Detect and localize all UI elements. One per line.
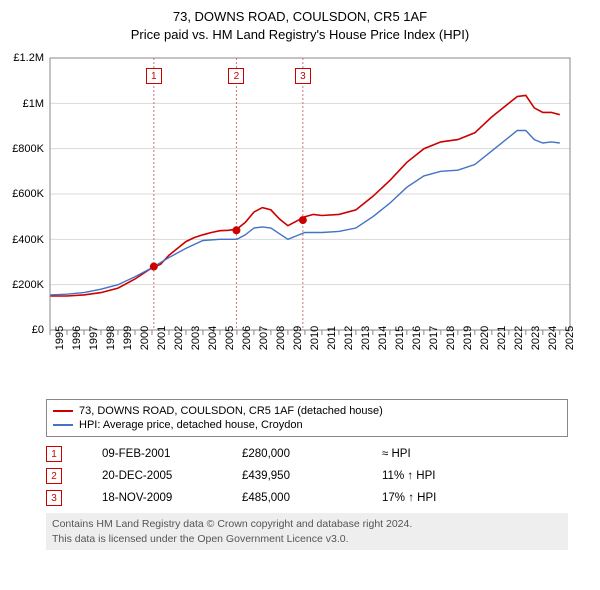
x-tick-label: 2002	[173, 326, 185, 350]
title-line1: 73, DOWNS ROAD, COULSDON, CR5 1AF	[8, 8, 592, 26]
x-tick-label: 2011	[326, 327, 338, 351]
x-tick-label: 2008	[275, 326, 287, 350]
y-tick-label: £400K	[8, 234, 44, 246]
transaction-date: 18-NOV-2009	[102, 492, 242, 504]
transaction-row: 3 18-NOV-2009£485,00017% ↑ HPI	[46, 487, 568, 509]
legend-row: 73, DOWNS ROAD, COULSDON, CR5 1AF (detac…	[53, 404, 561, 418]
transaction-price: £280,000	[242, 448, 382, 460]
y-tick-label: £0	[8, 324, 44, 336]
x-tick-label: 2020	[479, 326, 491, 350]
legend-label: HPI: Average price, detached house, Croy…	[79, 419, 303, 431]
marker-callout: 1	[146, 68, 162, 84]
y-tick-label: £800K	[8, 143, 44, 155]
transaction-note: 11% ↑ HPI	[382, 470, 435, 482]
marker-callout: 3	[295, 68, 311, 84]
x-tick-label: 2022	[513, 326, 525, 350]
title-line2: Price paid vs. HM Land Registry's House …	[8, 26, 592, 44]
footer-note: Contains HM Land Registry data © Crown c…	[46, 513, 568, 549]
transaction-date: 20-DEC-2005	[102, 470, 242, 482]
y-tick-label: £200K	[8, 279, 44, 291]
x-tick-label: 1997	[88, 326, 100, 350]
legend-swatch	[53, 424, 73, 426]
x-tick-label: 2010	[309, 326, 321, 350]
chart-title: 73, DOWNS ROAD, COULSDON, CR5 1AF Price …	[8, 8, 592, 44]
x-tick-label: 2006	[241, 326, 253, 350]
x-tick-label: 2014	[377, 326, 389, 350]
legend-row: HPI: Average price, detached house, Croy…	[53, 418, 561, 432]
legend-swatch	[53, 410, 73, 412]
x-tick-label: 2013	[360, 326, 372, 350]
x-tick-label: 2018	[445, 326, 457, 350]
x-tick-label: 2025	[564, 326, 576, 350]
transaction-note: ≈ HPI	[382, 448, 411, 460]
x-tick-label: 1998	[105, 326, 117, 350]
transaction-table: 1 09-FEB-2001£280,000≈ HPI 2 20-DEC-2005£43…	[46, 443, 568, 509]
x-tick-label: 2005	[224, 326, 236, 350]
x-tick-label: 2007	[258, 326, 270, 350]
x-tick-label: 2016	[411, 326, 423, 350]
x-tick-label: 2003	[190, 326, 202, 350]
y-tick-label: £1M	[8, 98, 44, 110]
transaction-price: £439,950	[242, 470, 382, 482]
chart-area: £0 £200K £400K £600K £800K £1M £1.2M 1995 1996 19…	[8, 48, 578, 393]
transaction-marker: 3	[46, 490, 62, 506]
transaction-row: 2 20-DEC-2005£439,95011% ↑ HPI	[46, 465, 568, 487]
x-tick-label: 2021	[496, 326, 508, 350]
x-tick-label: 2012	[343, 326, 355, 350]
x-tick-label: 2009	[292, 326, 304, 350]
transaction-note: 17% ↑ HPI	[382, 492, 436, 504]
x-tick-label: 2000	[139, 326, 151, 350]
x-tick-label: 2001	[156, 326, 168, 350]
x-tick-label: 1999	[122, 326, 134, 350]
x-tick-label: 2023	[530, 326, 542, 350]
legend-label: 73, DOWNS ROAD, COULSDON, CR5 1AF (detac…	[79, 405, 383, 417]
x-tick-label: 2019	[462, 326, 474, 350]
legend: 73, DOWNS ROAD, COULSDON, CR5 1AF (detac…	[46, 399, 568, 437]
x-tick-label: 2004	[207, 326, 219, 350]
x-tick-label: 2015	[394, 326, 406, 350]
transaction-marker: 1	[46, 446, 62, 462]
y-tick-label: £1.2M	[8, 52, 44, 64]
x-tick-label: 2024	[547, 326, 559, 350]
marker-callout: 2	[228, 68, 244, 84]
transaction-marker: 2	[46, 468, 62, 484]
transaction-row: 1 09-FEB-2001£280,000≈ HPI	[46, 443, 568, 465]
footer-line1: Contains HM Land Registry data © Crown c…	[52, 517, 562, 531]
transaction-date: 09-FEB-2001	[102, 448, 242, 460]
footer-line2: This data is licensed under the Open Gov…	[52, 532, 562, 546]
y-tick-label: £600K	[8, 188, 44, 200]
x-tick-label: 2017	[428, 326, 440, 350]
x-tick-label: 1996	[71, 326, 83, 350]
x-tick-label: 1995	[54, 326, 66, 350]
transaction-price: £485,000	[242, 492, 382, 504]
